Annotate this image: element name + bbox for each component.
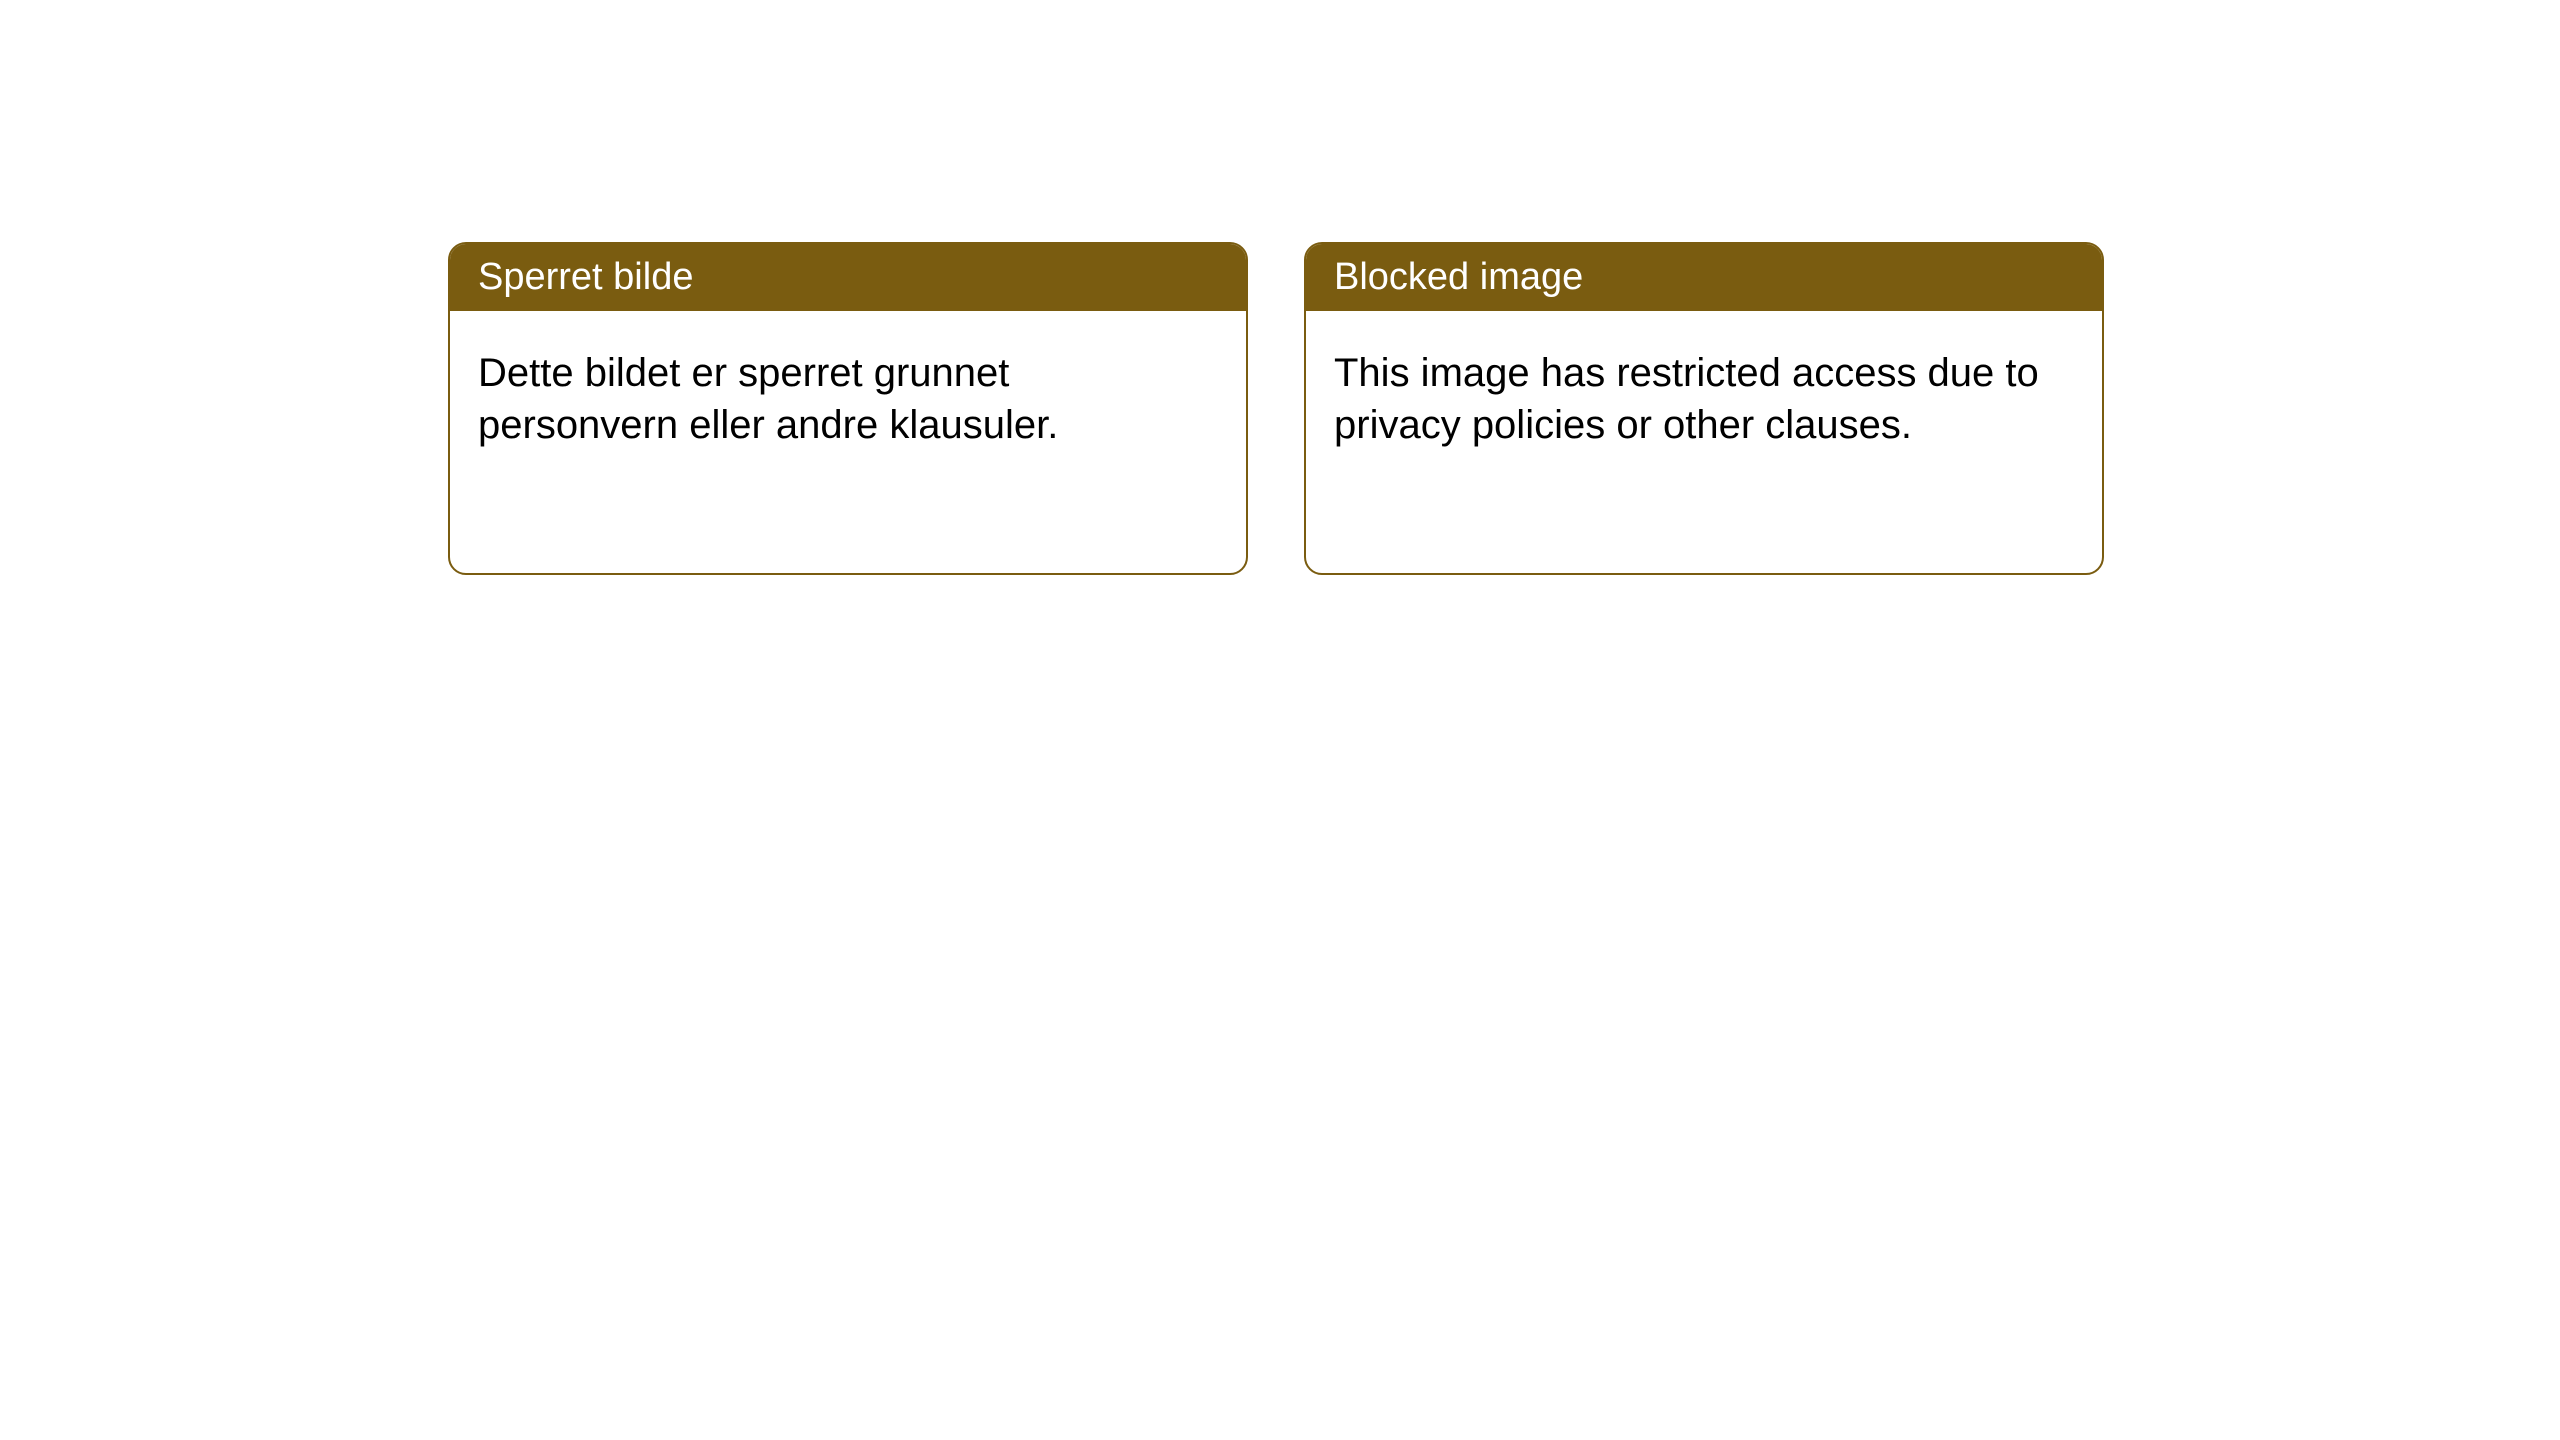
card-body-text: This image has restricted access due to … [1334, 351, 2039, 447]
card-body: This image has restricted access due to … [1306, 311, 2102, 487]
card-title: Blocked image [1334, 256, 1583, 298]
notice-container: Sperret bilde Dette bildet er sperret gr… [448, 242, 2104, 575]
card-body-text: Dette bildet er sperret grunnet personve… [478, 351, 1058, 447]
card-header: Sperret bilde [450, 244, 1246, 311]
notice-card-norwegian: Sperret bilde Dette bildet er sperret gr… [448, 242, 1248, 575]
notice-card-english: Blocked image This image has restricted … [1304, 242, 2104, 575]
card-body: Dette bildet er sperret grunnet personve… [450, 311, 1246, 487]
card-title: Sperret bilde [478, 256, 693, 298]
card-header: Blocked image [1306, 244, 2102, 311]
